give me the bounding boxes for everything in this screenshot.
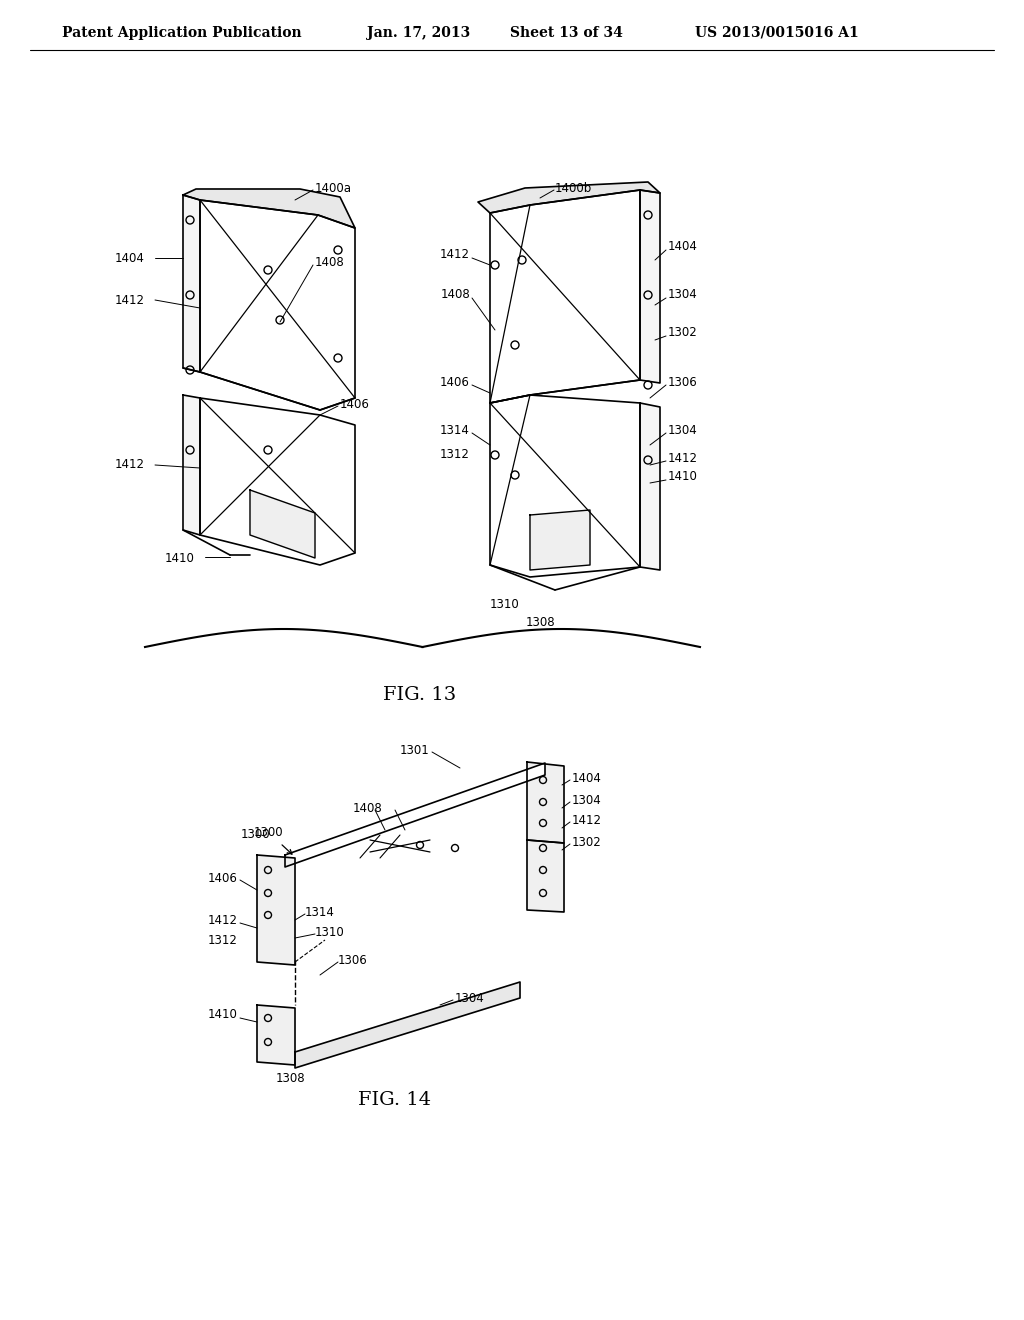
Text: 1410: 1410: [208, 1008, 238, 1022]
Text: 1400b: 1400b: [555, 181, 592, 194]
Text: 1301: 1301: [400, 743, 430, 756]
Text: 1404: 1404: [668, 240, 698, 253]
Polygon shape: [640, 403, 660, 570]
Text: 1304: 1304: [668, 424, 697, 437]
Text: 1412: 1412: [115, 458, 145, 471]
Text: 1400a: 1400a: [315, 181, 352, 194]
Text: 1314: 1314: [305, 906, 335, 919]
Polygon shape: [250, 490, 315, 558]
Text: 1300: 1300: [241, 829, 270, 842]
Text: 1408: 1408: [315, 256, 345, 269]
Polygon shape: [200, 201, 355, 411]
Polygon shape: [183, 195, 200, 372]
Text: FIG. 14: FIG. 14: [358, 1092, 431, 1109]
Polygon shape: [490, 395, 640, 577]
Text: FIG. 13: FIG. 13: [383, 686, 457, 704]
Text: 1306: 1306: [668, 375, 697, 388]
Text: 1404: 1404: [572, 771, 602, 784]
Text: 1310: 1310: [490, 598, 520, 611]
Text: Sheet 13 of 34: Sheet 13 of 34: [510, 26, 623, 40]
Text: 1412: 1412: [208, 913, 238, 927]
Polygon shape: [183, 395, 200, 535]
Text: 1306: 1306: [338, 953, 368, 966]
Text: 1314: 1314: [440, 424, 470, 437]
Polygon shape: [183, 189, 355, 228]
Text: 1412: 1412: [440, 248, 470, 261]
Text: 1412: 1412: [668, 451, 698, 465]
Text: 1302: 1302: [572, 836, 602, 849]
Text: 1408: 1408: [353, 801, 383, 814]
Text: 1404: 1404: [115, 252, 145, 264]
Text: US 2013/0015016 A1: US 2013/0015016 A1: [695, 26, 859, 40]
Text: 1410: 1410: [165, 552, 195, 565]
Text: 1302: 1302: [668, 326, 697, 339]
Polygon shape: [257, 1005, 295, 1065]
Polygon shape: [478, 182, 660, 213]
Text: 1308: 1308: [275, 1072, 305, 1085]
Text: Jan. 17, 2013: Jan. 17, 2013: [367, 26, 470, 40]
Text: 1406: 1406: [440, 375, 470, 388]
Text: 1310: 1310: [315, 925, 345, 939]
Polygon shape: [530, 510, 590, 570]
Text: 1312: 1312: [208, 933, 238, 946]
Text: 1412: 1412: [115, 293, 145, 306]
Text: 1304: 1304: [455, 991, 484, 1005]
Text: 1308: 1308: [525, 615, 555, 628]
Text: 1304: 1304: [572, 793, 602, 807]
Polygon shape: [200, 399, 355, 565]
Text: Patent Application Publication: Patent Application Publication: [62, 26, 302, 40]
Text: 1304: 1304: [668, 289, 697, 301]
Text: 1412: 1412: [572, 813, 602, 826]
Polygon shape: [257, 855, 295, 965]
Polygon shape: [295, 982, 520, 1068]
Text: 1312: 1312: [440, 449, 470, 462]
Text: 1408: 1408: [440, 289, 470, 301]
Text: 1406: 1406: [340, 397, 370, 411]
Polygon shape: [640, 190, 660, 383]
Polygon shape: [490, 190, 640, 403]
Text: 1406: 1406: [208, 871, 238, 884]
Text: 1410: 1410: [668, 470, 698, 483]
Text: 1300: 1300: [253, 826, 283, 840]
Polygon shape: [527, 762, 564, 843]
Polygon shape: [285, 763, 545, 867]
Polygon shape: [527, 840, 564, 912]
